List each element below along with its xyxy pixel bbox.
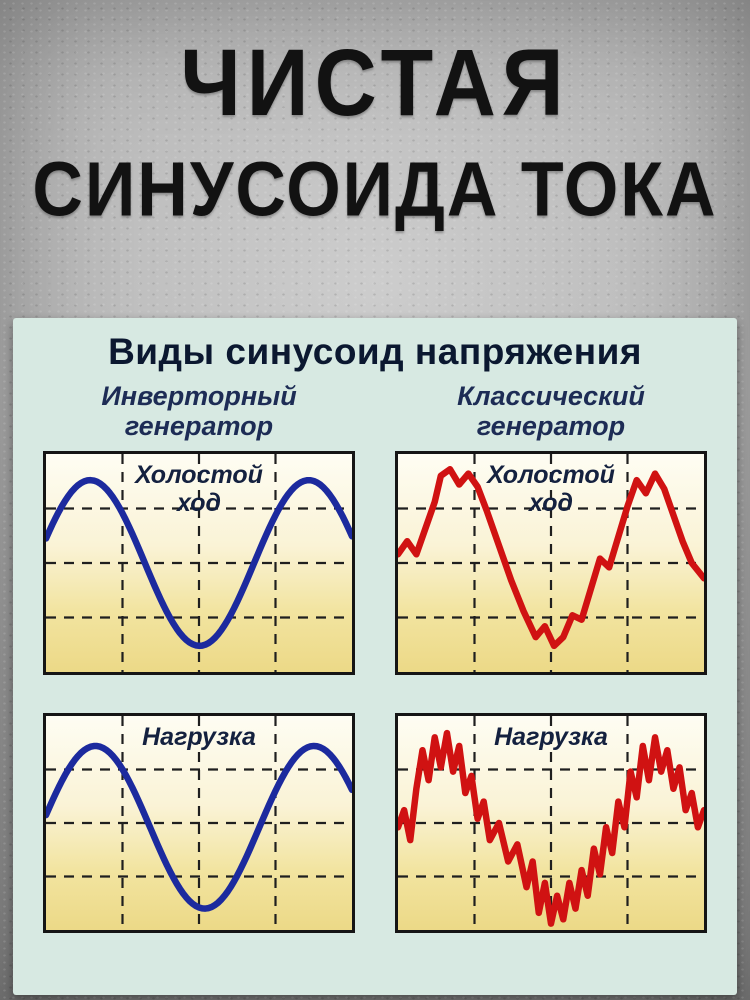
poster-title: ЧИСТАЯ СИНУСОИДА ТОКА [0,30,750,232]
column-header-classic-line2: генератор [476,411,626,442]
chart-inverter-load: Нагрузка [43,713,355,934]
column-headers: Инверторный генератор Классический генер… [13,373,737,441]
waveform-inverter-idle [46,481,352,647]
poster-title-line1: ЧИСТАЯ [180,30,570,136]
column-header-inverter-line1: Инверторный [101,381,297,411]
waveform-classic-idle [398,470,704,647]
waveform-classic-load [398,734,704,924]
panel-title: Виды синусоид напряжения [108,331,642,372]
column-header-classic: Классический генератор [395,381,707,441]
waveform-inverter-load [46,746,352,909]
column-header-classic-line1: Классический [457,381,645,411]
column-header-inverter: Инверторный генератор [43,381,355,441]
oscillogram-inverter-load [46,716,352,930]
charts-grid: Холостой ход Холостой ход Нагрузка Нагрузк… [13,441,737,934]
chart-inverter-idle: Холостой ход [43,451,355,676]
oscillogram-classic-load [398,716,704,930]
comparison-panel: Виды синусоид напряжения Инверторный ген… [13,318,737,995]
oscillogram-inverter-idle [46,454,352,672]
column-header-inverter-line2: генератор [124,411,274,442]
poster-title-line2: СИНУСОИДА ТОКА [32,146,718,232]
oscillogram-classic-idle [398,454,704,672]
chart-classic-load: Нагрузка [395,713,707,934]
chart-classic-idle: Холостой ход [395,451,707,676]
